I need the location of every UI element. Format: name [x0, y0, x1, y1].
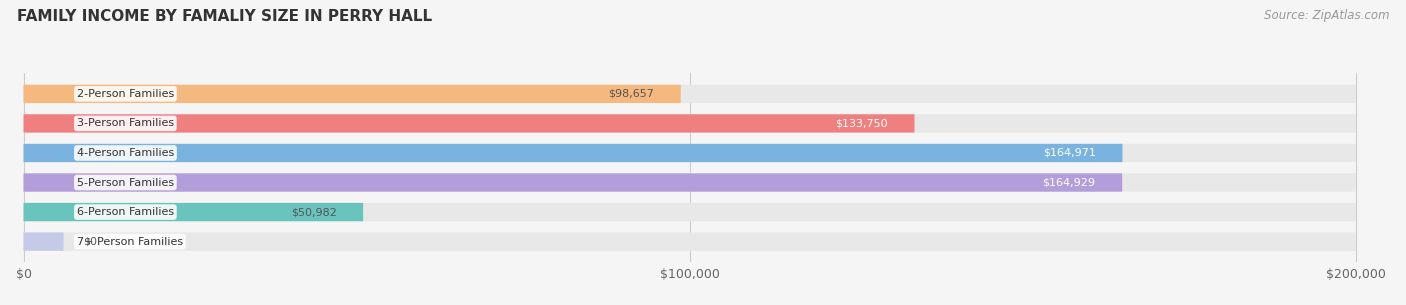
Text: Source: ZipAtlas.com: Source: ZipAtlas.com [1264, 9, 1389, 22]
Text: 4-Person Families: 4-Person Families [77, 148, 174, 158]
FancyBboxPatch shape [24, 203, 1355, 221]
FancyBboxPatch shape [24, 203, 363, 221]
FancyBboxPatch shape [24, 173, 1122, 192]
FancyBboxPatch shape [24, 114, 914, 133]
Text: FAMILY INCOME BY FAMALIY SIZE IN PERRY HALL: FAMILY INCOME BY FAMALIY SIZE IN PERRY H… [17, 9, 432, 24]
FancyBboxPatch shape [24, 173, 1355, 192]
Text: $164,929: $164,929 [1043, 178, 1095, 188]
FancyBboxPatch shape [24, 85, 1355, 103]
Text: $0: $0 [83, 237, 97, 247]
FancyBboxPatch shape [24, 85, 681, 103]
FancyBboxPatch shape [24, 144, 1122, 162]
Text: 3-Person Families: 3-Person Families [77, 118, 174, 128]
Text: 6-Person Families: 6-Person Families [77, 207, 174, 217]
FancyBboxPatch shape [24, 144, 1355, 162]
FancyBboxPatch shape [24, 232, 1355, 251]
Text: $164,971: $164,971 [1043, 148, 1095, 158]
FancyBboxPatch shape [24, 114, 1355, 133]
Text: $50,982: $50,982 [291, 207, 336, 217]
FancyBboxPatch shape [24, 232, 63, 251]
Text: $98,657: $98,657 [609, 89, 654, 99]
Text: 5-Person Families: 5-Person Families [77, 178, 174, 188]
Text: 2-Person Families: 2-Person Families [77, 89, 174, 99]
Text: 7+ Person Families: 7+ Person Families [77, 237, 183, 247]
Text: $133,750: $133,750 [835, 118, 887, 128]
